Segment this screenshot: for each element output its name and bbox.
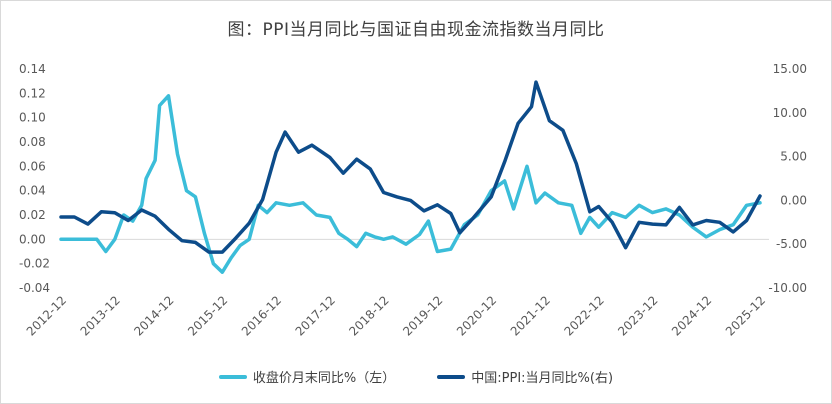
legend: 收盘价月末同比%（左） 中国:PPI:当月同比%(右) [1,367,831,386]
right-tick-label: 5.00 [780,150,807,164]
series-line-0 [59,94,762,274]
right-axis-ticks: -10.00 -5.00 0.00 5.00 10.00 15.00 [768,62,807,295]
x-tick-label: 2017-12 [293,293,338,338]
legend-label-close-yoy: 收盘价月末同比%（左） [252,371,396,386]
left-tick-label: -0.04 [19,281,50,295]
right-tick-label: -10.00 [768,281,807,295]
legend-swatch-ppi [437,374,466,379]
legend-swatch-close-yoy [218,374,247,379]
left-tick-label: 0.00 [19,232,46,246]
left-tick-label: 0.08 [19,135,46,149]
x-tick-label: 2016-12 [239,293,284,338]
x-tick-label: 2012-12 [24,293,69,338]
x-tick-label: 2022-12 [561,293,606,338]
left-tick-label: 0.14 [19,62,46,76]
legend-item-close-yoy: 收盘价月末同比%（左） [218,367,396,386]
x-tick-label: 2018-12 [346,293,391,338]
series-line-1 [59,80,762,254]
right-tick-label: -5.00 [776,237,807,251]
legend-label-ppi: 中国:PPI:当月同比%(右) [471,371,614,386]
left-tick-label: 0.06 [19,159,46,173]
right-tick-label: 0.00 [780,193,807,207]
series-lines [59,80,762,274]
x-tick-label: 2024-12 [669,293,714,338]
legend-item-ppi: 中国:PPI:当月同比%(右) [437,367,613,386]
right-tick-label: 10.00 [773,106,807,120]
x-tick-label: 2019-12 [400,293,445,338]
left-axis-ticks: -0.04 -0.02 0.00 0.02 0.04 0.06 0.08 0.10 0.12 0.… [19,62,50,295]
x-tick-label: 2020-12 [454,293,499,338]
x-tick-label: 2023-12 [615,293,660,338]
x-tick-label: 2013-12 [78,293,123,338]
x-tick-label: 2015-12 [185,293,230,338]
x-tick-label: 2025-12 [723,293,768,338]
right-tick-label: 15.00 [773,62,807,76]
left-tick-label: 0.04 [19,184,46,198]
x-tick-label: 2014-12 [131,293,176,338]
left-tick-label: 0.10 [19,111,46,125]
left-tick-label: -0.02 [19,257,50,271]
chart-title: 图：PPI当月同比与国证自由现金流指数当月同比 [227,20,605,40]
left-tick-label: 0.02 [19,208,46,222]
x-axis-ticks: 2012-12 2013-12 2014-12 2015-12 2016-12 2017-… [24,293,768,338]
left-tick-label: 0.12 [19,86,46,100]
x-tick-label: 2021-12 [508,293,553,338]
